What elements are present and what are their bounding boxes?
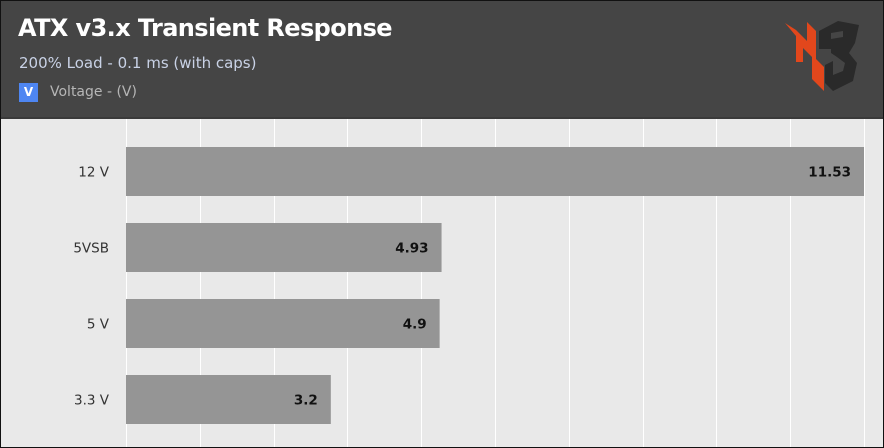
legend-marker: V: [19, 82, 38, 102]
chart-title: ATX v3.x Transient Response: [18, 14, 393, 42]
legend-label: Voltage - (V): [50, 84, 137, 100]
category-label: 3.3 V: [74, 393, 110, 409]
bar-value-label: 11.53: [808, 165, 851, 181]
plot-area: 11.53 12 V 4.93 5VSB 4.9 5 V 3.2 3.3 V: [1, 119, 883, 447]
bar-12-v: [126, 147, 864, 196]
bar-value-label: 4.93: [395, 241, 428, 257]
bar-value-label: 3.2: [294, 393, 318, 409]
category-label: 12 V: [78, 165, 109, 181]
category-label: 5VSB: [73, 241, 109, 257]
category-label: 5 V: [87, 317, 110, 333]
brand-logo-icon: [785, 21, 859, 91]
chart-header: ATX v3.x Transient Response 200% Load - …: [1, 1, 883, 119]
bar-chart: 11.53 12 V 4.93 5VSB 4.9 5 V 3.2 3.3 V: [73, 119, 865, 447]
bar-value-label: 4.9: [403, 317, 427, 333]
bar-5vsb: [126, 223, 442, 272]
bar-3-3-v: [126, 375, 331, 424]
chart-subtitle: 200% Load - 0.1 ms (with caps): [19, 54, 257, 72]
legend: V Voltage - (V): [19, 82, 137, 102]
bar-5-v: [126, 299, 440, 348]
